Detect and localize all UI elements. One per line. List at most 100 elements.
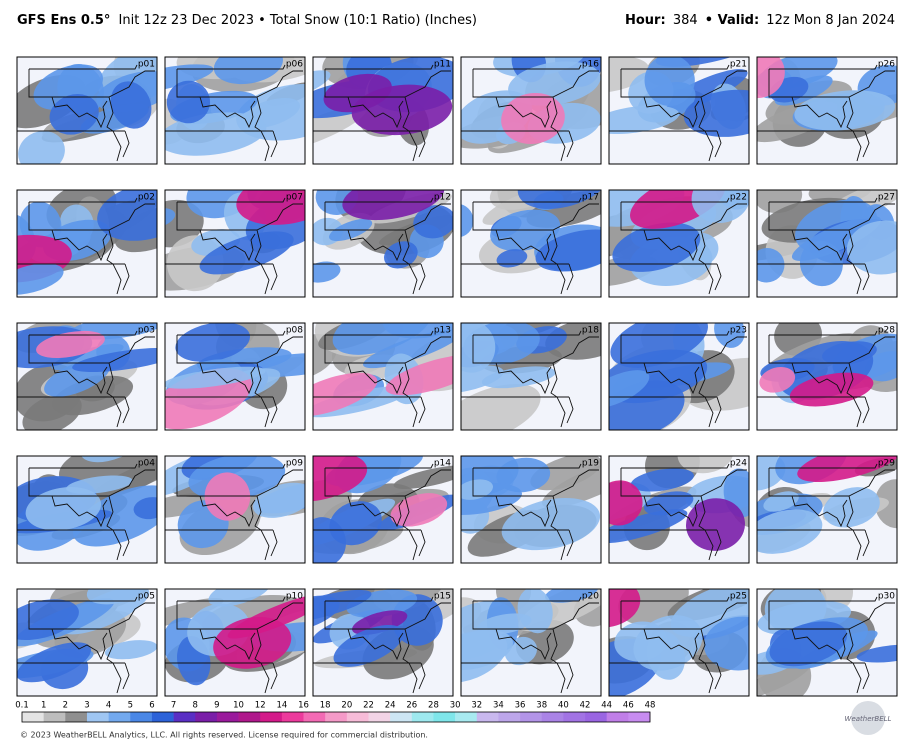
snow-area [609,589,641,628]
panel-label: p15 [434,592,451,602]
valid-info: Hour: 384 • Valid: 12z Mon 8 Jan 2024 [625,13,895,28]
snow-area [630,190,726,229]
panel-frame [608,588,750,697]
panel-frame [756,322,898,431]
panel-frame [756,56,898,165]
panel-frame [608,189,750,298]
colorbar-label: 18 [320,701,331,711]
state-borders [609,330,747,428]
state-borders [609,596,747,694]
colorbar-label: 1 [41,701,46,711]
snow-area [393,25,438,59]
panel [757,190,897,297]
colorbar-label: 5 [128,701,133,711]
snow-area [17,642,92,683]
colorbar-label: 40 [558,701,569,711]
snow-area [165,64,214,94]
snow-area [757,248,785,283]
panel [609,323,749,430]
snow-area [72,347,157,373]
snow-area [393,465,453,489]
snow-area [820,589,854,609]
state-borders [165,463,303,561]
colorbar-label: 16 [298,701,309,711]
colorbar-segment [433,712,456,722]
snow-area [313,372,378,417]
state-borders [609,197,747,295]
panel [757,589,897,696]
panel-frame [460,588,602,697]
valid: 12z Mon 8 Jan 2024 [766,13,895,28]
panel-label: p19 [582,459,599,469]
snow-area [313,70,331,99]
state-borders [757,463,895,561]
snow-area [97,190,157,241]
snow-area [630,468,694,492]
snow-area [757,190,803,214]
colorbar-segment [65,712,88,722]
panel-frame [16,56,158,165]
panel [609,57,749,164]
colorbar-label: 32 [471,701,482,711]
panel [609,190,749,297]
colorbar-label: 34 [493,701,504,711]
snow-area [530,456,601,491]
snow-area [36,330,105,358]
colorbar-label: 0.1 [15,701,29,711]
panel-label: p18 [582,326,599,336]
colorbar-segment [325,712,348,722]
colorbar-segment [22,712,44,722]
state-borders [313,330,451,428]
colorbar-segment [151,712,174,722]
snow-area [644,57,695,107]
colorbar-label: 8 [193,701,198,711]
snow-area [18,130,65,164]
panel-frame [312,455,454,564]
state-borders [461,197,599,295]
snow-area [703,616,749,671]
snow-area [714,323,745,348]
panel-frame [312,56,454,165]
state-borders [313,596,451,694]
panel [17,589,157,696]
state-borders [165,330,303,428]
colorbar-segment [346,712,369,722]
colorbar-segment [130,712,153,722]
panel [461,456,601,563]
colorbar-segment [238,712,261,722]
colorbar-segment [476,712,499,722]
snow-area [313,456,368,502]
state-borders [461,463,599,561]
colorbar-segment [216,712,239,722]
colorbar-label: 2 [63,701,68,711]
colorbar-segment [173,712,196,722]
snow-area [165,112,267,156]
snow-area [769,621,848,667]
hour-label: Hour: [625,13,666,28]
logo: WeatherBELL [845,715,892,723]
panel-frame [312,322,454,431]
state-borders [17,596,155,694]
copyright: © 2023 WeatherBELL Analytics, LLC. All r… [20,731,428,740]
state-borders [461,64,599,162]
snow-area [165,208,176,229]
snow-area [313,517,346,563]
panel-frame [608,455,750,564]
state-borders [17,197,155,295]
description: Init 12z 23 Dec 2023 • Total Snow (10:1 … [119,13,477,28]
snow-area [461,479,494,500]
colorbar-label: 6 [149,701,154,711]
panel-label: p23 [730,326,747,336]
panel-label: p21 [730,60,747,70]
panel [165,456,305,563]
colorbar-label: 38 [536,701,547,711]
snow-area [385,354,453,396]
panel-frame [16,322,158,431]
title: GFS Ens 0.5° Init 12z 23 Dec 2023 • Tota… [17,13,477,28]
colorbar-label: 48 [645,701,656,711]
snow-area [856,644,897,663]
snow-area [691,190,749,224]
state-borders [461,596,599,694]
colorbar-label: 22 [363,701,374,711]
